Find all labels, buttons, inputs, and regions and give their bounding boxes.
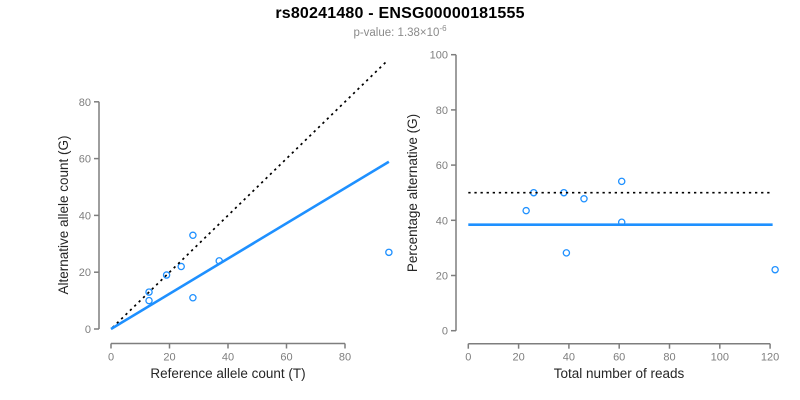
data-point bbox=[177, 262, 185, 271]
data-point bbox=[522, 206, 530, 215]
y-axis-title: Percentage alternative (G) bbox=[405, 114, 420, 272]
right-scatter-plot-percentage: 0 20 40 60 80 100 0 20 40 60 80 100 120 Total number … bbox=[405, 50, 779, 381]
y-tick-label: 0 bbox=[85, 324, 91, 336]
y-tick-label: 40 bbox=[79, 210, 91, 222]
data-point bbox=[162, 271, 171, 279]
data-point bbox=[617, 177, 626, 186]
data-point bbox=[562, 249, 571, 257]
y-tick-label: 0 bbox=[442, 326, 448, 338]
data-point bbox=[189, 294, 197, 302]
y-tick-label: 80 bbox=[79, 97, 91, 109]
y-tick-label: 60 bbox=[79, 154, 91, 166]
x-tick-label: 120 bbox=[761, 352, 779, 364]
x-tick-label: 80 bbox=[339, 352, 351, 364]
fit-line bbox=[110, 160, 390, 331]
left-scatter-plot-allele-counts: 0 20 40 60 80 0 20 40 60 80 Reference allele count… bbox=[56, 60, 393, 381]
identity-line bbox=[111, 60, 389, 329]
p-value-exponent: -6 bbox=[439, 24, 447, 33]
x-tick-label: 40 bbox=[563, 352, 575, 364]
x-tick-label: 20 bbox=[163, 352, 175, 364]
x-tick-label: 0 bbox=[108, 352, 114, 364]
data-point bbox=[189, 231, 197, 240]
y-tick-label: 100 bbox=[430, 50, 448, 62]
y-tick-label: 80 bbox=[436, 105, 448, 117]
y-axis-title: Alternative allele count (G) bbox=[56, 135, 71, 294]
x-tick-label: 20 bbox=[512, 352, 524, 364]
plot-subtitle: p-value: 1.38×10-6 bbox=[0, 24, 800, 39]
y-tick-label: 60 bbox=[436, 160, 448, 172]
y-tick-label: 40 bbox=[436, 215, 448, 227]
data-point bbox=[580, 195, 588, 203]
y-tick-label: 20 bbox=[436, 271, 448, 283]
x-tick-label: 0 bbox=[465, 352, 471, 364]
x-axis-title: Reference allele count (T) bbox=[150, 366, 305, 381]
x-tick-label: 60 bbox=[280, 352, 292, 364]
data-point bbox=[145, 288, 153, 296]
x-tick-label: 80 bbox=[663, 352, 675, 364]
data-point bbox=[385, 248, 393, 257]
x-tick-label: 40 bbox=[222, 352, 234, 364]
p-value-text: p-value: 1.38×10 bbox=[353, 26, 440, 39]
data-point bbox=[145, 296, 153, 305]
plot-title: rs80241480 - ENSG00000181555 bbox=[275, 5, 525, 22]
x-tick-label: 100 bbox=[711, 352, 729, 364]
x-tick-label: 60 bbox=[613, 352, 625, 364]
x-axis-title: Total number of reads bbox=[554, 366, 685, 381]
data-point bbox=[771, 265, 779, 274]
y-tick-label: 20 bbox=[79, 267, 91, 279]
